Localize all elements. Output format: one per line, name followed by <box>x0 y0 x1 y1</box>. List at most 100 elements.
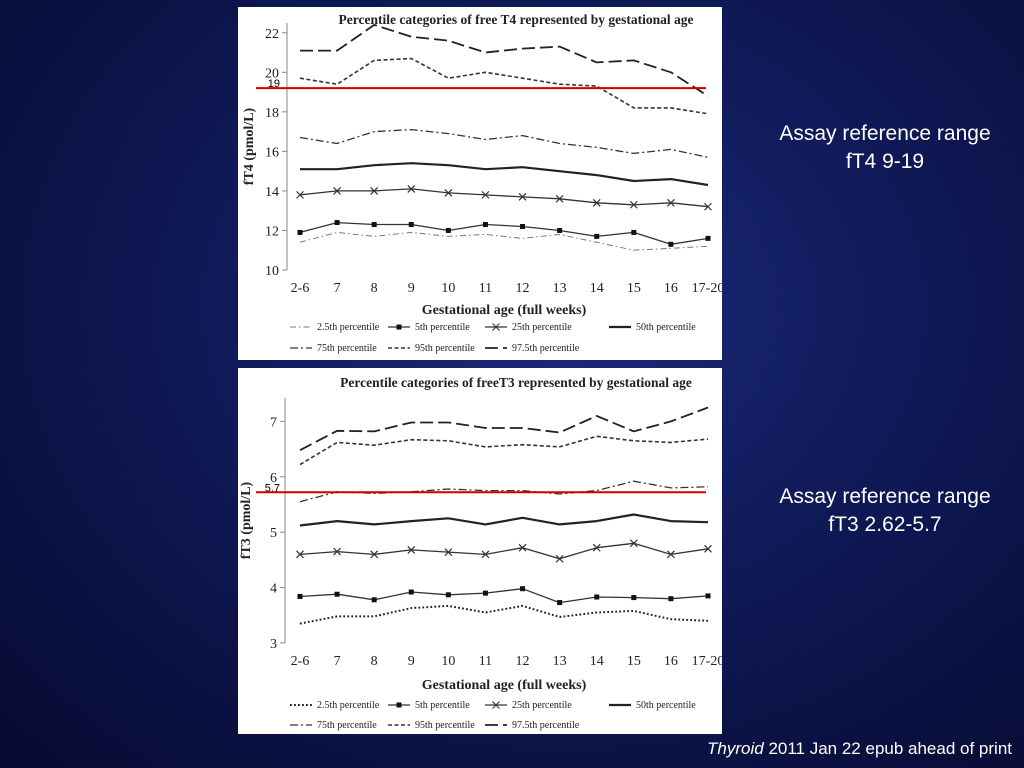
ft3-legend-label: 2.5th percentile <box>317 700 380 711</box>
ft4-x-tick-label: 15 <box>627 281 641 296</box>
ft4-y-tick-label: 16 <box>265 145 279 160</box>
ft3-legend-label: 25th percentile <box>512 700 572 711</box>
ft4-legend-swatch-marker <box>492 323 500 331</box>
ft3-reference-range-note: Assay reference range fT3 2.62-5.7 <box>740 483 1024 539</box>
ft3-series-50th-percentile <box>299 513 709 527</box>
ft3-point-5th-percentile <box>668 596 674 602</box>
ft3-series-97-5th-percentile <box>299 406 709 451</box>
ft3-chart-panel: Percentile categories of freeT3 represen… <box>238 368 722 734</box>
ft4-chart-panel: Percentile categories of free T4 represe… <box>238 7 722 360</box>
ft3-point-5th-percentile <box>445 592 451 598</box>
ft4-legend-label: 75th percentile <box>317 343 377 354</box>
ft4-chart-title: Percentile categories of free T4 represe… <box>339 12 694 27</box>
ft4-point-25th-percentile <box>704 202 712 211</box>
ft3-legend-label: 5th percentile <box>415 700 470 711</box>
ft4-point-25th-percentile <box>518 192 527 201</box>
ft4-legend-label: 5th percentile <box>415 322 470 333</box>
ft3-point-25th-percentile <box>481 550 490 559</box>
ft4-range-value: fT4 9-19 <box>845 150 925 173</box>
ft4-point-5th-percentile <box>631 229 637 235</box>
ft4-point-5th-percentile <box>557 227 563 233</box>
ft4-y-tick-label: 22 <box>265 27 279 42</box>
ft3-x-tick-label: 2-6 <box>291 654 310 669</box>
ft3-x-tick-label: 10 <box>441 654 455 669</box>
ft4-y-axis-label: fT4 (pmol/L) <box>242 107 257 185</box>
ft4-point-25th-percentile <box>444 188 453 197</box>
ft4-chart: Percentile categories of free T4 represe… <box>242 12 722 354</box>
ft3-point-5th-percentile <box>371 597 377 603</box>
ft3-point-25th-percentile <box>296 550 304 559</box>
ft4-reference-range-note: Assay reference range fT4 9-19 <box>740 120 1024 176</box>
ft3-y-tick-label: 7 <box>270 415 277 430</box>
ft4-legend-label: 2.5th percentile <box>317 322 380 333</box>
ft4-x-tick-label: 7 <box>334 281 341 296</box>
ft3-point-5th-percentile <box>594 594 600 600</box>
ft3-legend-label: 97.5th percentile <box>512 720 580 731</box>
ft4-point-5th-percentile <box>371 222 377 228</box>
ft3-y-tick-label: 5 <box>270 526 277 541</box>
ft3-point-5th-percentile <box>520 586 526 592</box>
ft4-point-5th-percentile <box>668 241 674 247</box>
ft4-point-25th-percentile <box>370 186 379 195</box>
ft4-series-97-5th-percentile <box>300 23 709 97</box>
ft4-x-tick-label: 16 <box>664 281 678 296</box>
ft4-point-25th-percentile <box>555 194 564 203</box>
ft4-series-5th-percentile <box>299 221 709 245</box>
ft4-range-heading: Assay reference range <box>779 122 991 145</box>
ft4-point-25th-percentile <box>629 200 638 209</box>
ft4-point-5th-percentile <box>297 229 303 235</box>
citation-details: 2011 Jan 22 epub ahead of print <box>763 739 1012 758</box>
ft3-x-tick-label: 9 <box>408 654 415 669</box>
ft3-point-5th-percentile <box>408 589 414 595</box>
ft3-chart: Percentile categories of freeT3 represen… <box>239 375 722 731</box>
ft4-x-tick-label: 14 <box>590 281 604 296</box>
ft4-x-tick-label: 11 <box>479 281 492 296</box>
ft4-x-tick-label: 12 <box>516 281 530 296</box>
ft4-y-tick-label: 20 <box>265 66 279 81</box>
ft4-reference-line-label: 19 <box>268 78 280 90</box>
ft4-x-tick-label: 2-6 <box>291 281 310 296</box>
ft3-point-25th-percentile <box>592 543 601 552</box>
ft3-series-25th-percentile <box>299 542 709 560</box>
ft4-point-25th-percentile <box>481 190 490 199</box>
ft3-series-2-5th-percentile <box>299 604 709 625</box>
ft3-y-tick-label: 3 <box>270 637 277 652</box>
ft4-x-tick-label: 13 <box>553 281 567 296</box>
ft3-legend-label: 75th percentile <box>317 720 377 731</box>
ft3-series-5th-percentile <box>299 588 709 604</box>
ft3-point-25th-percentile <box>333 547 342 556</box>
ft4-legend-label: 25th percentile <box>512 322 572 333</box>
ft4-point-5th-percentile <box>705 235 711 241</box>
ft3-point-25th-percentile <box>629 539 638 548</box>
ft4-point-25th-percentile <box>407 185 416 193</box>
ft4-x-axis-label: Gestational age (full weeks) <box>422 303 587 318</box>
ft4-point-5th-percentile <box>408 222 414 228</box>
ft3-point-5th-percentile <box>297 593 303 599</box>
ft4-series-50th-percentile <box>300 162 709 187</box>
ft3-point-25th-percentile <box>555 554 564 563</box>
ft4-legend-label: 97.5th percentile <box>512 343 580 354</box>
ft4-legend-label: 50th percentile <box>636 322 696 333</box>
citation: Thyroid 2011 Jan 22 epub ahead of print <box>707 739 1012 759</box>
ft3-legend-swatch-marker <box>492 701 500 709</box>
ft3-point-25th-percentile <box>518 543 527 552</box>
ft4-x-tick-label: 9 <box>408 281 415 296</box>
ft4-point-25th-percentile <box>666 198 675 207</box>
ft3-reference-line-label: 5.7 <box>265 482 280 494</box>
ft3-x-tick-label: 8 <box>371 654 378 669</box>
ft4-x-tick-label: 17-20 <box>692 281 722 296</box>
ft3-x-tick-label: 16 <box>664 654 678 669</box>
ft3-point-5th-percentile <box>557 600 563 606</box>
ft3-point-5th-percentile <box>482 590 488 596</box>
ft3-point-25th-percentile <box>666 550 675 559</box>
ft4-y-tick-label: 18 <box>265 106 279 121</box>
ft3-x-tick-label: 15 <box>627 654 641 669</box>
ft3-x-tick-label: 17-20 <box>692 654 722 669</box>
ft4-series-2-5th-percentile <box>299 231 709 251</box>
ft3-legend-label: 50th percentile <box>636 700 696 711</box>
ft4-y-tick-label: 12 <box>265 224 279 239</box>
ft3-legend-swatch-marker <box>396 702 402 708</box>
ft3-x-tick-label: 13 <box>553 654 567 669</box>
ft3-point-5th-percentile <box>631 595 637 601</box>
ft4-point-5th-percentile <box>445 227 451 233</box>
